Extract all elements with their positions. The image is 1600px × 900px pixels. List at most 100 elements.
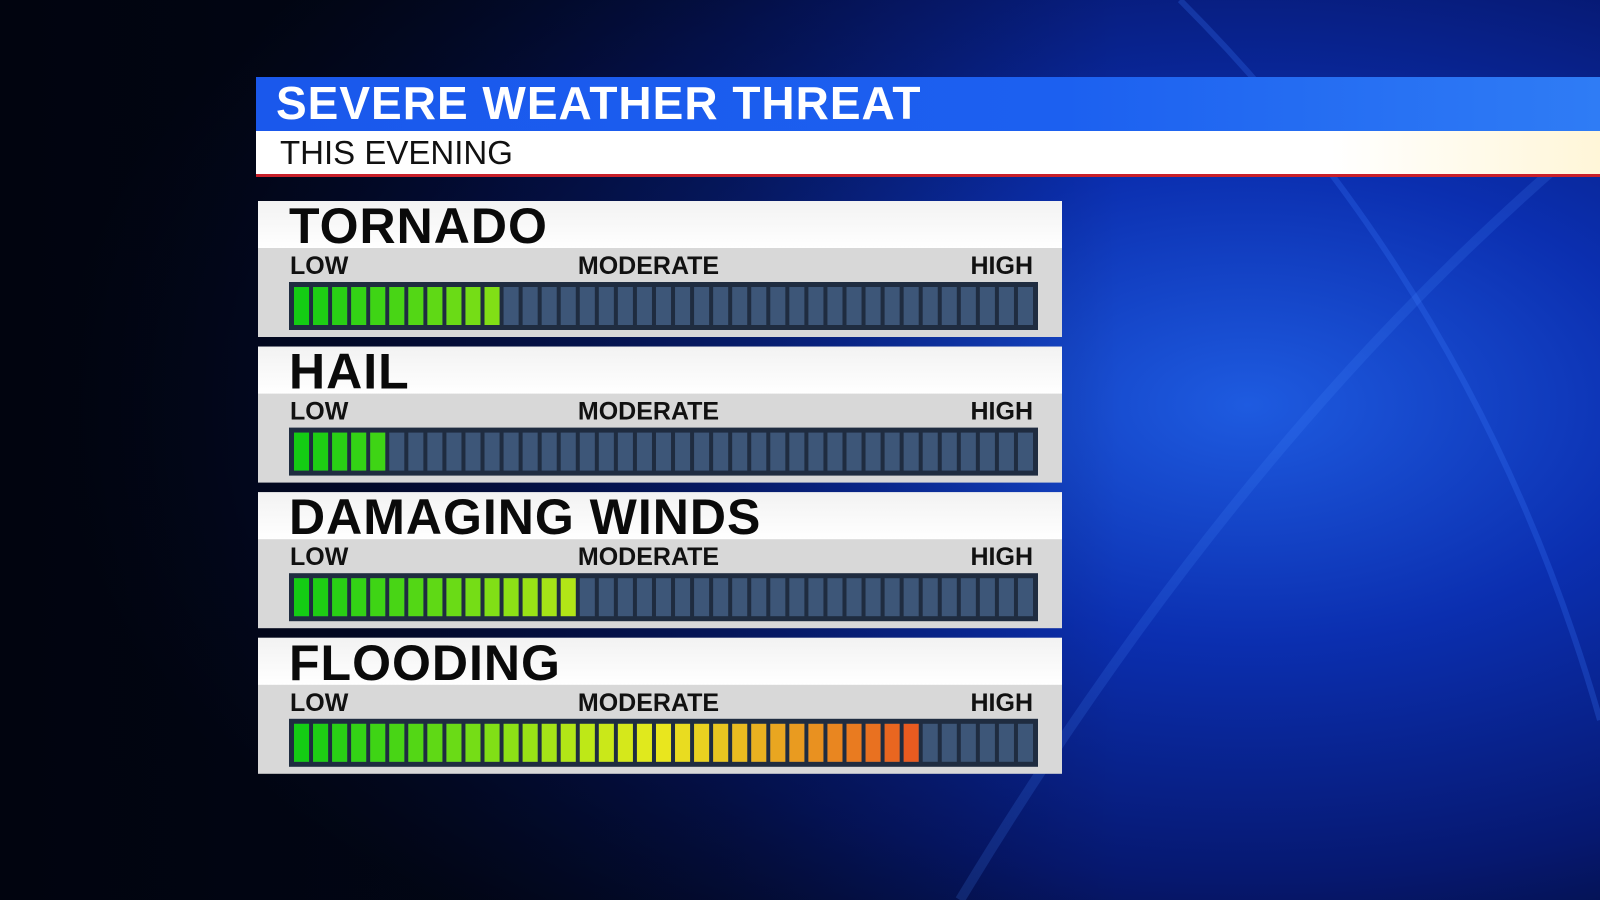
meter-slot <box>1017 432 1033 471</box>
header-rule <box>256 174 1600 177</box>
meter-slot <box>865 578 881 617</box>
meter-slot <box>884 578 900 617</box>
meter-slot <box>522 287 538 325</box>
meter-slot <box>713 432 729 471</box>
meter-segment <box>427 287 443 325</box>
meter-slot <box>846 432 862 471</box>
meter-segment <box>865 723 881 762</box>
scale-label: HIGH <box>971 252 1034 280</box>
meter-slot <box>522 432 538 471</box>
scale-label: LOW <box>290 398 349 426</box>
meter-slot <box>751 287 767 325</box>
meter-slot <box>598 287 614 325</box>
meter-slot <box>865 287 881 325</box>
meter-segment <box>313 723 329 762</box>
meter-segment <box>332 287 348 325</box>
meter-segment <box>294 578 310 617</box>
meter-slot <box>827 432 843 471</box>
meter-slot <box>503 287 519 325</box>
meter-segment <box>370 287 386 325</box>
scale-label: HIGH <box>971 398 1034 426</box>
meter-segment <box>351 578 367 617</box>
meter-slot <box>998 723 1014 762</box>
meter-slot <box>598 578 614 617</box>
meter-segment <box>294 723 310 762</box>
meter-slot <box>408 432 424 471</box>
meter-slot <box>732 287 748 325</box>
meter-slot <box>922 723 938 762</box>
meter-segment <box>884 723 900 762</box>
meter-slot <box>941 578 957 617</box>
meter-segment <box>313 432 329 471</box>
meter-segment <box>332 578 348 617</box>
meter-segment <box>579 723 595 762</box>
meter-segment <box>351 723 367 762</box>
scale-label: MODERATE <box>578 398 719 426</box>
meter-slot <box>827 578 843 617</box>
meter-slot <box>903 578 919 617</box>
meter-segment <box>427 723 443 762</box>
meter-slot <box>979 578 995 617</box>
meter-segment <box>770 723 786 762</box>
meter-segment <box>522 578 538 617</box>
scale-label: MODERATE <box>578 543 719 571</box>
meter-slot <box>998 578 1014 617</box>
meter-segment <box>446 287 462 325</box>
meter-segment <box>332 432 348 471</box>
meter-level <box>294 578 576 617</box>
meter-segment <box>313 287 329 325</box>
meter-slot <box>922 578 938 617</box>
panel-title-area <box>258 201 1062 248</box>
meter-slot <box>617 287 633 325</box>
meter-slot <box>655 578 672 617</box>
meter-segment <box>827 723 843 762</box>
meter-level <box>294 287 500 325</box>
meter-slot <box>484 432 500 471</box>
meter-segment <box>313 578 329 617</box>
meter-segment <box>503 578 519 617</box>
meter-segment <box>617 723 633 762</box>
meter-slot <box>579 578 595 617</box>
meter-slot <box>713 287 729 325</box>
meter-segment <box>751 723 767 762</box>
meter-slot <box>846 287 862 325</box>
meter-segment <box>389 287 405 325</box>
scale-label: HIGH <box>971 689 1034 717</box>
meter-segment <box>294 287 310 325</box>
meter-segment <box>808 723 824 762</box>
meter-slot <box>960 287 976 325</box>
meter-segment <box>789 723 805 762</box>
meter-segment <box>484 578 500 617</box>
meter-segment <box>732 723 748 762</box>
scale-label: LOW <box>290 252 349 280</box>
panel-title-area <box>258 346 1062 394</box>
meter-slot <box>865 432 881 471</box>
meter-slot <box>808 578 824 617</box>
subtitle: THIS EVENING <box>280 134 513 171</box>
meter-segment <box>408 578 424 617</box>
meter-slot <box>694 287 710 325</box>
meter-slot <box>732 432 748 471</box>
meter-slot <box>636 578 652 617</box>
meter-slot <box>941 432 957 471</box>
meter-slot <box>579 432 595 471</box>
meter-slot <box>960 578 976 617</box>
meter-slot <box>922 287 938 325</box>
scale-label: MODERATE <box>578 689 719 717</box>
meter-slot <box>1017 723 1033 762</box>
meter-slot <box>998 432 1014 471</box>
meter-slot <box>389 432 405 471</box>
title: SEVERE WEATHER THREAT <box>276 77 921 129</box>
meter-segment <box>389 578 405 617</box>
scale-label: LOW <box>290 543 349 571</box>
panel-title-area <box>258 492 1062 540</box>
meter-slot <box>770 578 786 617</box>
meter-slot <box>922 432 938 471</box>
meter-level <box>294 723 919 762</box>
meter-segment <box>408 723 424 762</box>
meter-slot <box>751 432 767 471</box>
meter-segment <box>351 432 367 471</box>
meter-segment <box>675 723 691 762</box>
meter-slot <box>789 287 805 325</box>
meter-slot <box>560 287 576 325</box>
